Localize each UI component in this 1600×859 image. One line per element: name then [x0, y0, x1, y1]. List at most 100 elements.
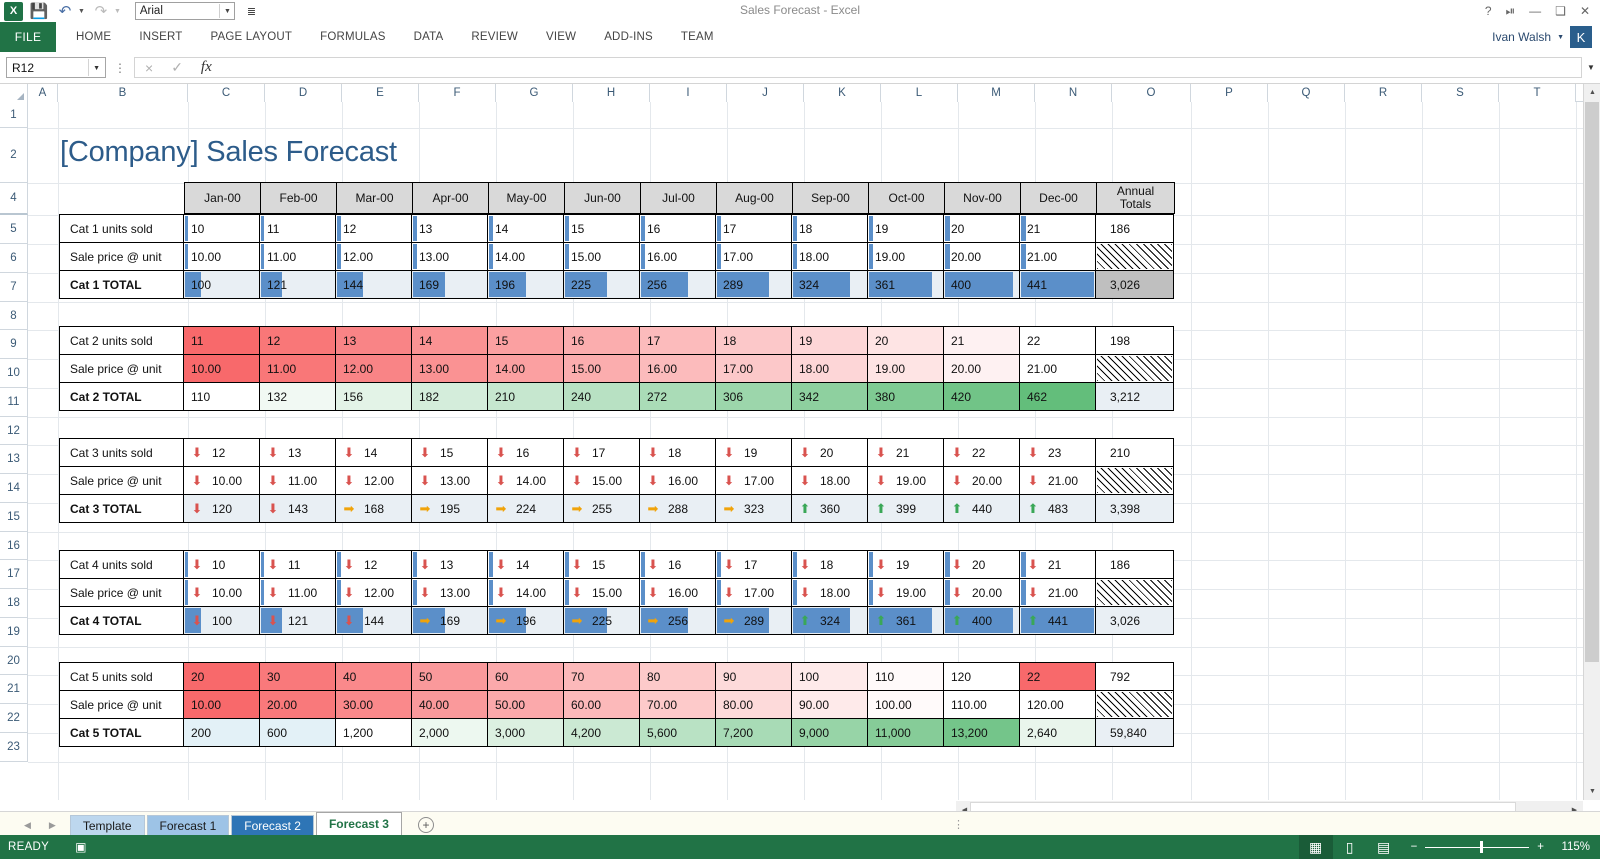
- sheet-tab-template[interactable]: Template: [69, 815, 145, 835]
- cell-cat2-r3-c4[interactable]: 182: [411, 382, 488, 411]
- cell-cat1-r3-c5[interactable]: 196: [487, 270, 564, 299]
- cell-cat5-r3-c12[interactable]: 2,640: [1019, 718, 1096, 747]
- cell-cat3-r1-c3[interactable]: ⬇ 14: [335, 438, 412, 467]
- cell-cat1-r3-c2[interactable]: 121: [259, 270, 336, 299]
- cell-cat4-r1-c8[interactable]: ⬇ 17: [715, 550, 792, 579]
- column-header-N[interactable]: N: [1035, 84, 1112, 102]
- column-header-A[interactable]: A: [28, 84, 58, 102]
- cell-cat1-r3-c8[interactable]: 289: [715, 270, 792, 299]
- cell-cat5-r3-c6[interactable]: 4,200: [563, 718, 640, 747]
- row-header-5[interactable]: 5: [0, 215, 28, 244]
- avatar[interactable]: K: [1570, 26, 1592, 48]
- formula-bar-handle[interactable]: ⋮: [114, 60, 126, 75]
- cell-cat3-r3-c6[interactable]: ➡ 255: [563, 494, 640, 523]
- cell-cat3-r2-c8[interactable]: ⬇ 17.00: [715, 466, 792, 495]
- tab-review[interactable]: REVIEW: [471, 31, 518, 43]
- cell-cat5-r3-c9[interactable]: 9,000: [791, 718, 868, 747]
- cell-cat3-r2-c4[interactable]: ⬇ 13.00: [411, 466, 488, 495]
- cell-cat1-r1-c3[interactable]: 12: [335, 214, 412, 243]
- cell-cat1-r2-c6[interactable]: 15.00: [563, 242, 640, 271]
- tab-data[interactable]: DATA: [413, 31, 444, 43]
- row-header-17[interactable]: 17: [0, 560, 28, 589]
- cell-cat4-r2-c4[interactable]: ⬇ 13.00: [411, 578, 488, 607]
- cell-cat2-r1-c2[interactable]: 12: [259, 326, 336, 355]
- cell-cat1-r2-c12[interactable]: 21.00: [1019, 242, 1096, 271]
- column-header-T[interactable]: T: [1499, 84, 1576, 102]
- normal-view-icon[interactable]: ▦: [1298, 835, 1333, 859]
- cell-cat2-r3-c9[interactable]: 342: [791, 382, 868, 411]
- close-icon[interactable]: ✕: [1579, 4, 1590, 18]
- cell-cat2-r1-c7[interactable]: 17: [639, 326, 716, 355]
- cell-cat3-r2-c2[interactable]: ⬇ 11.00: [259, 466, 336, 495]
- cell-cat2-r2-c3[interactable]: 12.00: [335, 354, 412, 383]
- cell-cat3-r1-c4[interactable]: ⬇ 15: [411, 438, 488, 467]
- row-header-19[interactable]: 19: [0, 618, 28, 647]
- annual-total-cat5-r3[interactable]: 59,840: [1095, 718, 1174, 747]
- cell-cat1-r3-c11[interactable]: 400: [943, 270, 1020, 299]
- cell-cat4-r2-c11[interactable]: ⬇ 20.00: [943, 578, 1020, 607]
- cell-cat4-r3-c9[interactable]: ⬆ 324: [791, 606, 868, 635]
- annual-total-cat1-r1[interactable]: 186: [1095, 214, 1174, 243]
- ribbon-display-options-icon[interactable]: ⏯: [1505, 3, 1516, 18]
- tab-view[interactable]: VIEW: [545, 31, 577, 43]
- column-header-L[interactable]: L: [881, 84, 958, 102]
- cell-cat3-r2-c11[interactable]: ⬇ 20.00: [943, 466, 1020, 495]
- zoom-slider[interactable]: [1425, 841, 1530, 853]
- column-header-O[interactable]: O: [1112, 84, 1191, 102]
- cell-cat3-r1-c10[interactable]: ⬇ 21: [867, 438, 944, 467]
- vertical-scroll-thumb[interactable]: [1585, 102, 1599, 662]
- column-header-R[interactable]: R: [1345, 84, 1422, 102]
- select-all-corner[interactable]: [0, 84, 28, 102]
- cell-cat5-r2-c2[interactable]: 20.00: [259, 690, 336, 719]
- cell-cat4-r2-c7[interactable]: ⬇ 16.00: [639, 578, 716, 607]
- cell-cat2-r1-c4[interactable]: 14: [411, 326, 488, 355]
- cell-cat4-r1-c5[interactable]: ⬇ 14: [487, 550, 564, 579]
- cell-cat1-r1-c11[interactable]: 20: [943, 214, 1020, 243]
- cell-cat5-r2-c4[interactable]: 40.00: [411, 690, 488, 719]
- cell-cat1-r2-c2[interactable]: 11.00: [259, 242, 336, 271]
- cell-cat3-r2-c9[interactable]: ⬇ 18.00: [791, 466, 868, 495]
- record-macro-icon[interactable]: ▣: [75, 840, 87, 854]
- row-header-20[interactable]: 20: [0, 647, 28, 675]
- cell-cat5-r3-c1[interactable]: 200: [183, 718, 260, 747]
- cell-cat3-r1-c1[interactable]: ⬇ 12: [183, 438, 260, 467]
- undo-dropdown-icon[interactable]: ▼: [78, 7, 85, 15]
- annual-total-cat5-r1[interactable]: 792: [1095, 662, 1174, 691]
- cell-cat4-r3-c3[interactable]: ⬇ 144: [335, 606, 412, 635]
- cell-cat1-r3-c3[interactable]: 144: [335, 270, 412, 299]
- tab-page-layout[interactable]: PAGE LAYOUT: [210, 31, 293, 43]
- cell-cat2-r3-c7[interactable]: 272: [639, 382, 716, 411]
- cell-cat2-r1-c8[interactable]: 18: [715, 326, 792, 355]
- tab-split-handle[interactable]: ⋮: [953, 819, 964, 831]
- column-header-P[interactable]: P: [1191, 84, 1268, 102]
- cell-cat5-r1-c6[interactable]: 70: [563, 662, 640, 691]
- cell-cat3-r2-c6[interactable]: ⬇ 15.00: [563, 466, 640, 495]
- cell-cat2-r2-c5[interactable]: 14.00: [487, 354, 564, 383]
- page-layout-view-icon[interactable]: ▯: [1345, 838, 1354, 855]
- cell-cat3-r1-c12[interactable]: ⬇ 23: [1019, 438, 1096, 467]
- cell-cat2-r1-c12[interactable]: 22: [1019, 326, 1096, 355]
- cell-cat5-r1-c1[interactable]: 20: [183, 662, 260, 691]
- row-header-22[interactable]: 22: [0, 704, 28, 733]
- cell-cat2-r1-c3[interactable]: 13: [335, 326, 412, 355]
- zoom-slider-thumb[interactable]: [1480, 841, 1484, 853]
- cell-cat2-r2-c8[interactable]: 17.00: [715, 354, 792, 383]
- cell-cat1-r2-c7[interactable]: 16.00: [639, 242, 716, 271]
- cell-cat5-r3-c11[interactable]: 13,200: [943, 718, 1020, 747]
- cell-cat3-r3-c7[interactable]: ➡ 288: [639, 494, 716, 523]
- tab-insert[interactable]: INSERT: [139, 31, 183, 43]
- cell-cat4-r2-c12[interactable]: ⬇ 21.00: [1019, 578, 1096, 607]
- cell-cat1-r3-c7[interactable]: 256: [639, 270, 716, 299]
- cell-cat2-r3-c2[interactable]: 132: [259, 382, 336, 411]
- cell-cat4-r3-c2[interactable]: ⬇ 121: [259, 606, 336, 635]
- cell-cat4-r2-c3[interactable]: ⬇ 12.00: [335, 578, 412, 607]
- cell-cat3-r1-c2[interactable]: ⬇ 13: [259, 438, 336, 467]
- zoom-out-button[interactable]: −: [1410, 841, 1418, 853]
- tab-home[interactable]: HOME: [76, 31, 112, 43]
- scroll-up-icon[interactable]: ▲: [1584, 84, 1600, 101]
- undo-icon[interactable]: ↶: [58, 3, 72, 20]
- cell-cat4-r3-c5[interactable]: ➡ 196: [487, 606, 564, 635]
- cell-cat4-r1-c2[interactable]: ⬇ 11: [259, 550, 336, 579]
- cell-cat1-r1-c12[interactable]: 21: [1019, 214, 1096, 243]
- row-header-12[interactable]: 12: [0, 417, 28, 445]
